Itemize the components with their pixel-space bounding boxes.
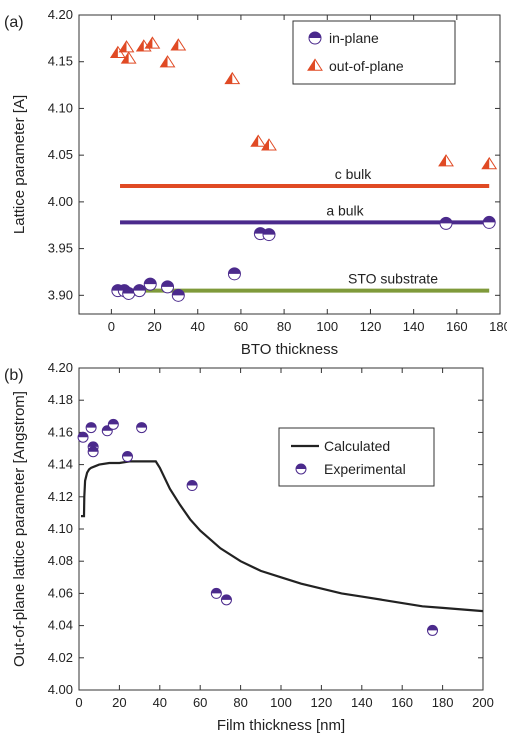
data-point <box>120 51 137 64</box>
panel-label: (b) <box>4 367 24 384</box>
x-tick-label: 180 <box>432 695 454 710</box>
y-tick-label: 4.10 <box>48 100 73 115</box>
series-in-plane <box>111 215 496 302</box>
legend-triangle-swatch <box>307 58 323 71</box>
data-point <box>482 215 496 229</box>
x-tick-label: 60 <box>234 319 248 334</box>
data-point <box>121 451 133 463</box>
data-point <box>85 422 97 434</box>
x-tick-label: 0 <box>75 695 82 710</box>
data-point <box>262 228 276 242</box>
x-tick-label: 200 <box>472 695 494 710</box>
y-tick-label: 4.00 <box>48 194 73 209</box>
plot-frame <box>78 367 484 691</box>
y-tick-label: 4.16 <box>48 424 73 439</box>
data-point <box>227 267 241 281</box>
reference-line-label: STO substrate <box>348 271 438 287</box>
x-tick-label: 120 <box>360 319 382 334</box>
y-tick-label: 4.00 <box>48 682 73 697</box>
data-point <box>438 154 454 167</box>
y-tick-label: 4.20 <box>48 360 73 375</box>
panel-a: (a) 0 20 40 60 80 100 120 140 160 180 3.90 3.95 4.00 4… <box>4 7 507 358</box>
data-point <box>144 36 161 49</box>
legend-label: Calculated <box>324 438 390 454</box>
data-point <box>143 277 157 291</box>
reference-line-label: a bulk <box>326 202 364 218</box>
data-point <box>250 134 267 147</box>
x-tick-label: 160 <box>446 319 468 334</box>
legend-box <box>278 427 435 487</box>
x-axis-label: BTO thickness <box>241 341 338 358</box>
series-experimental <box>77 418 438 636</box>
series-out-of-plane <box>109 36 498 170</box>
y-tick-label: 4.04 <box>48 618 73 633</box>
reference-line-label: c bulk <box>335 166 373 182</box>
y-tick-label: 4.14 <box>48 457 73 472</box>
data-point <box>481 156 498 170</box>
data-point <box>122 286 136 300</box>
data-point <box>87 446 99 458</box>
calculated-curve <box>81 460 484 613</box>
y-tick-label: 4.06 <box>48 585 73 600</box>
y-tick-label: 3.95 <box>48 241 73 256</box>
y-tick-label: 4.12 <box>48 489 73 504</box>
data-point <box>186 480 198 492</box>
data-point <box>427 624 438 636</box>
y-tick-label: 4.20 <box>48 7 73 22</box>
x-tick-label: 0 <box>108 319 115 334</box>
data-point <box>224 71 241 85</box>
panel-b: (b) 0 20 40 60 80 100 120 140 160 180 200 4.00 4.02 4.… <box>4 360 494 734</box>
y-axis-label: Lattice parameter [A] <box>11 95 28 234</box>
x-tick-label: 40 <box>191 319 205 334</box>
legend-label: in-plane <box>329 30 379 46</box>
data-point <box>261 138 277 151</box>
x-tick-label: 140 <box>403 319 425 334</box>
y-tick-label: 4.15 <box>48 54 73 69</box>
panel-label: (a) <box>4 14 24 31</box>
x-tick-label: 120 <box>311 695 333 710</box>
x-tick-label: 180 <box>489 319 507 334</box>
series-calculated <box>81 460 484 613</box>
y-tick-label: 4.02 <box>48 650 73 665</box>
x-tick-label: 20 <box>112 695 126 710</box>
legend-circle-swatch <box>308 31 322 45</box>
legend-label: Experimental <box>324 461 406 477</box>
data-point <box>210 587 222 599</box>
x-tick-label: 60 <box>193 695 207 710</box>
data-point <box>136 422 148 434</box>
x-tick-label: 40 <box>153 695 167 710</box>
x-tick-label: 80 <box>277 319 291 334</box>
x-tick-label: 100 <box>316 319 338 334</box>
y-tick-label: 4.18 <box>48 392 73 407</box>
data-point <box>220 594 232 606</box>
data-point <box>439 216 453 230</box>
y-axis-label: Out-of-plane lattice parameter [Angstrom… <box>11 391 28 667</box>
y-tick-label: 4.08 <box>48 553 73 568</box>
x-tick-label: 20 <box>147 319 161 334</box>
x-tick-label: 100 <box>270 695 292 710</box>
y-tick-label: 3.90 <box>48 287 73 302</box>
data-point <box>118 40 135 53</box>
data-point <box>171 288 185 302</box>
y-tick-label: 4.10 <box>48 521 73 536</box>
data-point <box>159 55 176 68</box>
x-axis-label: Film thickness [nm] <box>217 717 345 734</box>
plot-frame <box>78 14 501 315</box>
data-point <box>170 38 187 51</box>
data-point <box>77 431 89 443</box>
legend-box <box>292 20 456 85</box>
x-tick-label: 160 <box>391 695 413 710</box>
x-tick-label: 140 <box>351 695 373 710</box>
x-tick-label: 80 <box>233 695 247 710</box>
data-point <box>161 280 175 294</box>
legend-circle-swatch <box>295 463 307 475</box>
y-tick-label: 4.05 <box>48 147 73 162</box>
data-point <box>107 418 119 430</box>
data-point <box>132 284 146 298</box>
legend-label: out-of-plane <box>329 58 404 74</box>
